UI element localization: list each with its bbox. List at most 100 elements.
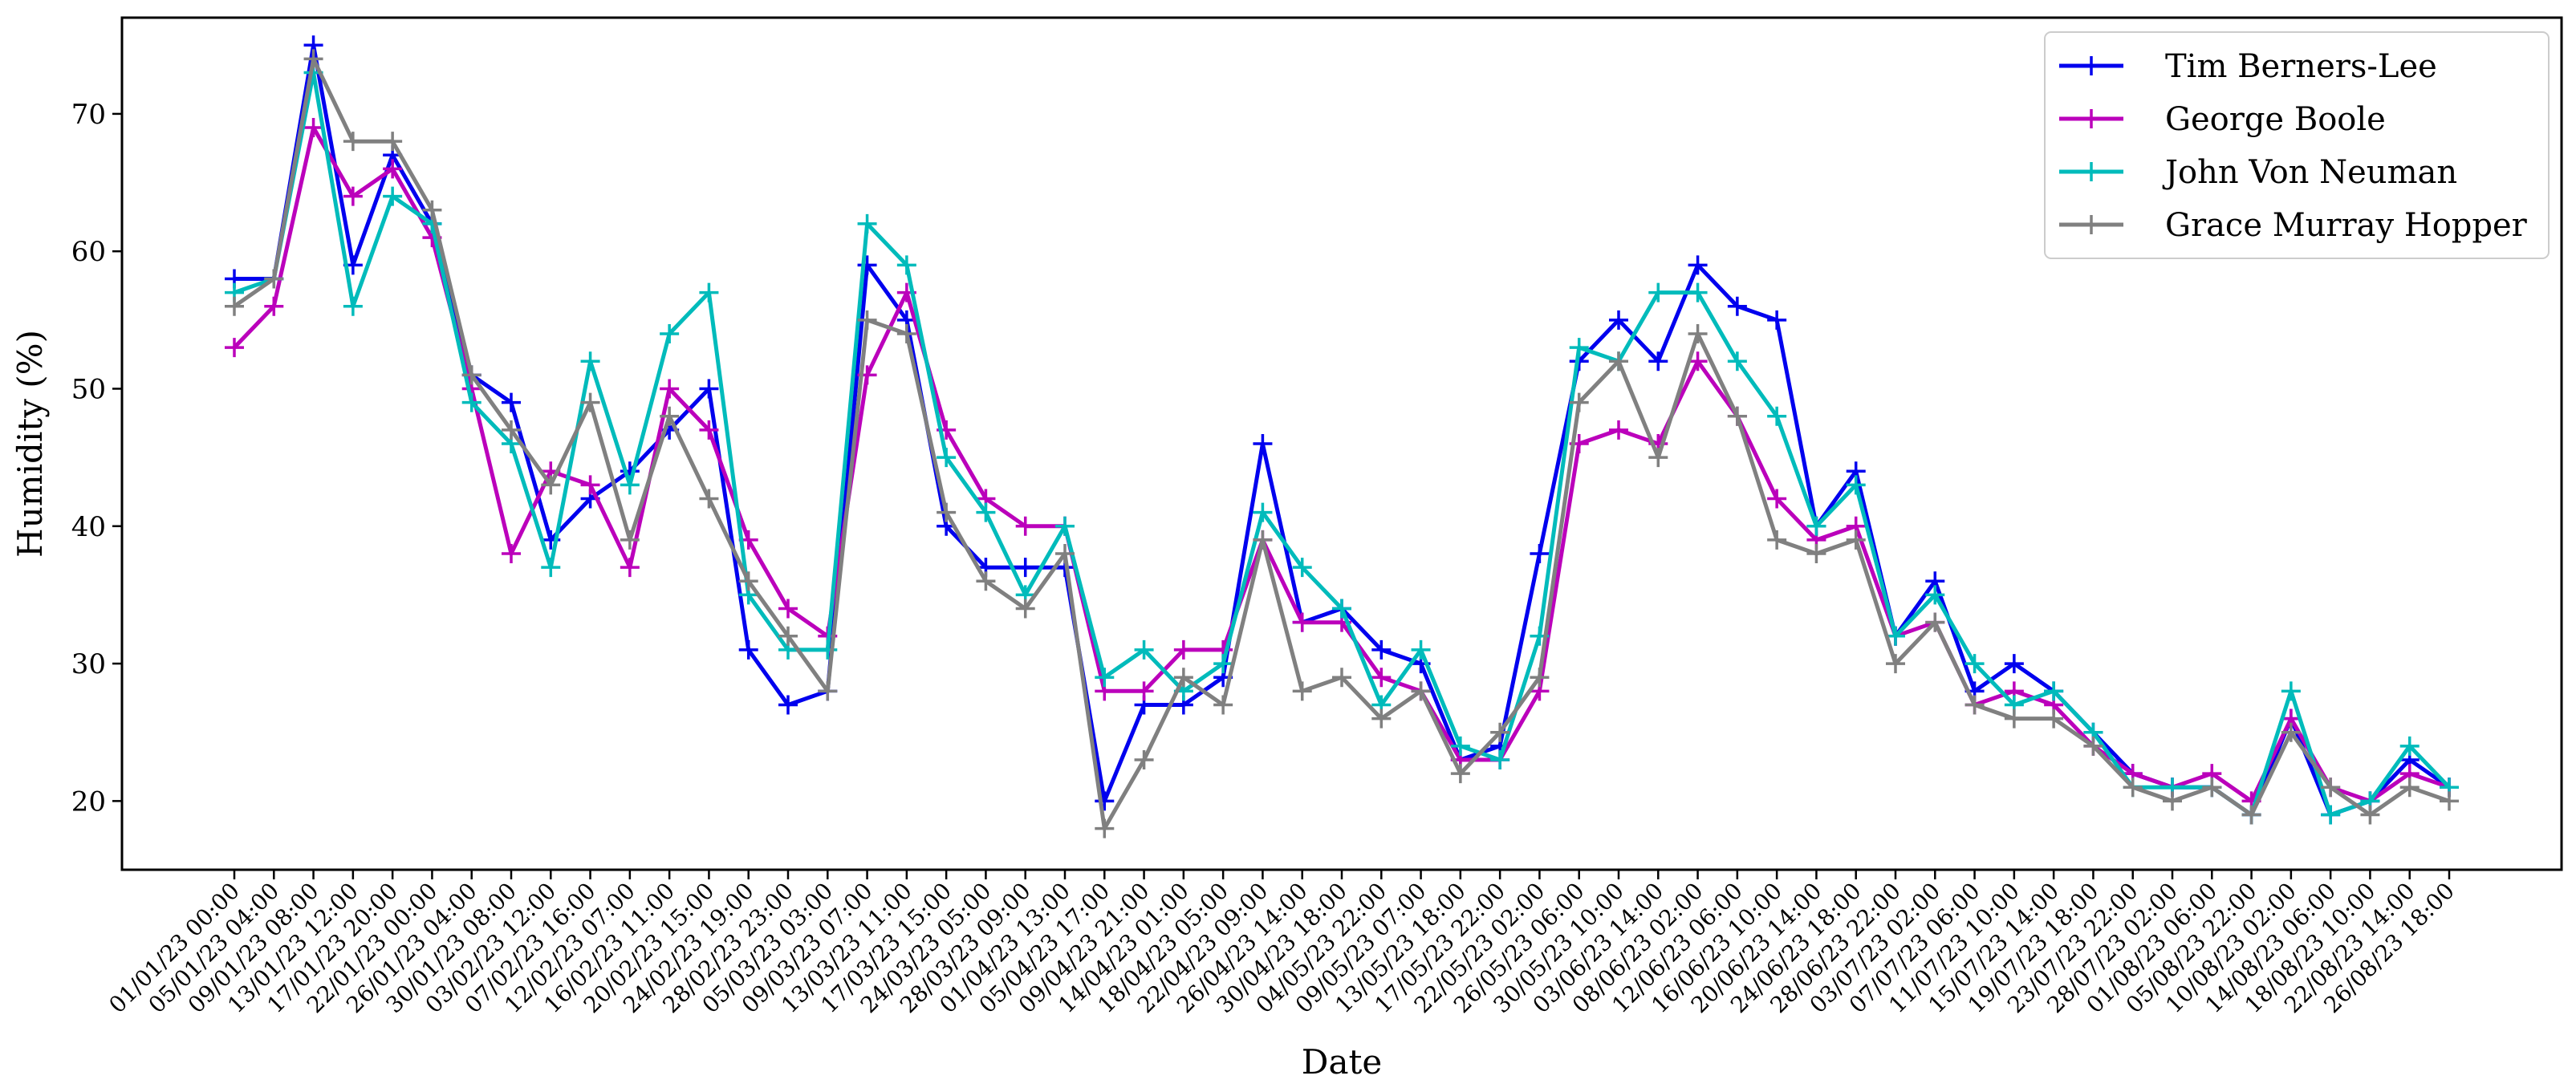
series-3 bbox=[225, 49, 2459, 838]
data-point bbox=[1767, 406, 1787, 426]
data-point bbox=[2399, 777, 2420, 798]
data-point bbox=[502, 420, 521, 440]
data-point bbox=[1371, 639, 1392, 660]
y-tick-label: 60 bbox=[71, 236, 106, 268]
data-point bbox=[1846, 475, 1866, 495]
legend-frame bbox=[2044, 31, 2550, 259]
data-point bbox=[1688, 351, 1708, 371]
data-point bbox=[2004, 654, 2024, 674]
data-point bbox=[1609, 351, 1628, 371]
data-point bbox=[343, 132, 363, 152]
data-point bbox=[738, 571, 758, 591]
data-point bbox=[2440, 791, 2459, 811]
data-point bbox=[1055, 516, 1075, 536]
data-point bbox=[1173, 668, 1193, 688]
data-point bbox=[1371, 668, 1392, 688]
data-point bbox=[699, 489, 719, 509]
data-point bbox=[461, 392, 481, 412]
data-point bbox=[937, 448, 957, 468]
x-axis-label: Date bbox=[1302, 1042, 1382, 1082]
legend-item: George Boole bbox=[2059, 101, 2386, 138]
data-point bbox=[1767, 489, 1787, 509]
data-point bbox=[2044, 708, 2064, 729]
data-point bbox=[1609, 310, 1628, 330]
data-point bbox=[225, 338, 244, 358]
data-point bbox=[225, 296, 244, 316]
data-point bbox=[541, 558, 561, 578]
data-point bbox=[1688, 255, 1708, 275]
data-point bbox=[1450, 736, 1470, 756]
data-point bbox=[660, 379, 680, 399]
data-point bbox=[818, 681, 838, 701]
data-point bbox=[857, 213, 877, 233]
data-point bbox=[2360, 805, 2380, 825]
data-point bbox=[857, 310, 877, 330]
legend: Tim Berners-Lee George Boole John Von Neum… bbox=[2044, 31, 2550, 259]
data-point bbox=[2083, 736, 2103, 756]
data-point bbox=[1450, 764, 1470, 784]
data-point bbox=[1253, 530, 1273, 550]
data-point bbox=[1965, 695, 1985, 715]
data-point bbox=[620, 475, 640, 495]
data-point bbox=[1411, 681, 1431, 701]
data-point bbox=[1055, 544, 1075, 564]
series-layer bbox=[225, 35, 2459, 838]
data-point bbox=[461, 365, 481, 385]
data-point bbox=[1727, 296, 1747, 316]
legend-marker bbox=[2082, 215, 2101, 234]
data-point bbox=[976, 502, 996, 522]
data-point bbox=[1371, 708, 1392, 729]
data-point bbox=[976, 571, 996, 591]
legend-label: Grace Murray Hopper bbox=[2165, 207, 2528, 244]
data-point bbox=[699, 379, 719, 399]
y-tick-label: 20 bbox=[71, 786, 106, 818]
data-point bbox=[896, 255, 916, 275]
data-point bbox=[383, 132, 403, 152]
data-point bbox=[1806, 544, 1826, 564]
data-point bbox=[896, 323, 916, 343]
data-point bbox=[1490, 749, 1510, 769]
data-point bbox=[2044, 681, 2064, 701]
data-point bbox=[699, 282, 719, 302]
data-point bbox=[1688, 323, 1708, 343]
data-point bbox=[1292, 612, 1312, 632]
data-point bbox=[1530, 544, 1550, 564]
data-point bbox=[422, 200, 442, 220]
y-axis-label: Humidity (%) bbox=[10, 330, 50, 558]
data-point bbox=[2321, 805, 2341, 825]
data-point bbox=[383, 186, 403, 206]
data-point bbox=[502, 392, 521, 412]
series-2 bbox=[225, 63, 2459, 825]
data-point bbox=[1925, 585, 1945, 605]
data-point bbox=[303, 118, 323, 138]
data-point bbox=[1569, 392, 1589, 412]
data-point bbox=[1015, 558, 1035, 578]
data-point bbox=[2241, 805, 2261, 825]
data-point bbox=[1095, 818, 1115, 838]
data-point bbox=[383, 159, 403, 179]
data-point bbox=[541, 475, 561, 495]
y-tick-label: 70 bbox=[71, 99, 106, 131]
data-point bbox=[2163, 791, 2182, 811]
y-tick-label: 50 bbox=[71, 373, 106, 405]
legend-label: Tim Berners-Lee bbox=[2165, 48, 2437, 85]
data-point bbox=[2321, 777, 2341, 798]
data-point bbox=[778, 695, 798, 715]
data-point bbox=[937, 502, 957, 522]
data-point bbox=[1846, 530, 1866, 550]
y-axis: 20 30 40 50 60 70 bbox=[71, 99, 122, 818]
legend-marker bbox=[2082, 56, 2101, 75]
legend-marker bbox=[2082, 162, 2101, 181]
data-point bbox=[1648, 351, 1668, 371]
data-point bbox=[1490, 722, 1510, 742]
data-point bbox=[1134, 639, 1154, 660]
legend-item: Grace Murray Hopper bbox=[2059, 207, 2528, 244]
data-point bbox=[620, 558, 640, 578]
data-point bbox=[580, 475, 600, 495]
legend-label: George Boole bbox=[2165, 101, 2386, 138]
legend-marker bbox=[2082, 109, 2101, 128]
y-tick-label: 30 bbox=[71, 648, 106, 680]
